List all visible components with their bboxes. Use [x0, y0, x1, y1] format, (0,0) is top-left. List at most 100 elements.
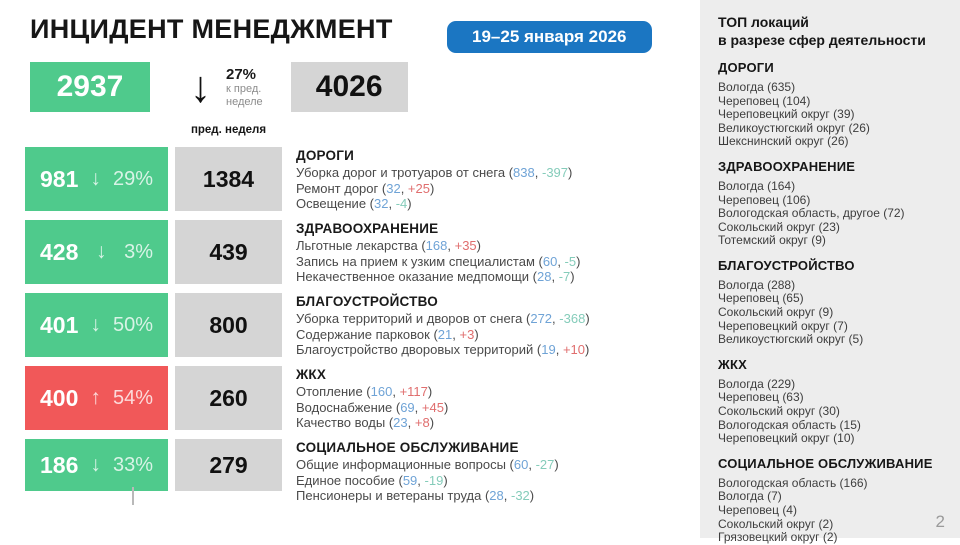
sidebar-location-item: Череповец (4): [718, 503, 797, 517]
subcategory-delta: +117: [399, 384, 428, 399]
previous-value-box: 800: [175, 293, 282, 357]
category-name: ЖКХ: [296, 367, 327, 382]
subcategory-label: Качество воды: [296, 415, 386, 431]
subcategory-value: 838: [513, 165, 535, 180]
subcategory-line: Отопление (160, +117): [296, 384, 433, 399]
previous-value-box: 1384: [175, 147, 282, 211]
sidebar-location-item: Великоустюгский округ (26): [718, 120, 870, 135]
date-range-badge: 19–25 января 2026: [447, 21, 652, 53]
category-details: ЖКХ Отопление (160, +117) Водоснабжение …: [296, 366, 705, 430]
subcategory-line: Уборка дорог и тротуаров от снега (838, …: [296, 165, 573, 180]
sidebar-section: БЛАГОУСТРОЙСТВО Вологда (288) Череповец (…: [718, 258, 942, 347]
sidebar-section-title: ЗДРАВООХРАНЕНИЕ: [718, 158, 856, 174]
subcategory-delta: +10: [562, 342, 585, 358]
sidebar-location-item: Череповецкий округ (7): [718, 318, 848, 333]
current-value: 186: [40, 451, 79, 478]
category-row: 428 ↓ 3% 439 ЗДРАВООХРАНЕНИЕ Льготные ле…: [25, 220, 705, 284]
previous-total-box: 4026: [290, 62, 408, 112]
sidebar-location-item: Вологда (164): [718, 178, 796, 193]
subcategory-value: 32: [374, 196, 389, 212]
subcategory-value: 168: [425, 238, 448, 253]
total-change-pct: 27%: [226, 65, 257, 83]
subcategory-line: Единое пособие (59, -19): [296, 472, 448, 488]
sidebar-section: СОЦИАЛЬНОЕ ОБСЛУЖИВАНИЕ Вологодская обла…: [718, 456, 942, 545]
totals-row: 2937 ↓ 27% к пред. неделе 4026: [30, 62, 408, 112]
subcategory-delta: +3: [459, 326, 475, 342]
page-number: 2: [935, 512, 945, 531]
subcategory-line: Пенсионеры и ветераны труда (28, -32): [296, 488, 535, 504]
subcategory-label: Запись на прием к узким специалистам: [296, 253, 535, 269]
subcategory-delta: -368: [559, 311, 586, 326]
subcategory-value: 60: [513, 457, 529, 472]
subcategory-line: Благоустройство дворовых территорий (19,…: [296, 342, 590, 358]
category-name: СОЦИАЛЬНОЕ ОБСЛУЖИВАНИЕ: [296, 440, 519, 455]
subcategory-line: Ремонт дорог (32, +25): [296, 180, 435, 196]
sidebar-section-title: СОЦИАЛЬНОЕ ОБСЛУЖИВАНИЕ: [718, 455, 933, 471]
sidebar-location-list: Вологда (635) Череповец (104) Череповецкий…: [718, 80, 942, 149]
caption-line-2: неделе: [226, 95, 263, 108]
subcategory-label: Содержание парковок: [296, 326, 430, 342]
subcategory-value: 28: [489, 488, 504, 504]
subcategory-label: Уборка дорог и тротуаров от снега: [296, 165, 506, 180]
subcategory-delta: +45: [421, 399, 444, 415]
change-percent: 29%: [112, 167, 153, 190]
trend-arrow-icon: ↓: [90, 167, 101, 190]
sidebar-location-item: Шекснинский округ (26): [718, 134, 849, 149]
subcategory-value: 69: [400, 399, 415, 415]
subcategory-list: Уборка дорог и тротуаров от снега (838, …: [296, 165, 705, 212]
sidebar-location-item: Сокольский округ (30): [718, 404, 840, 419]
current-total-box: 2937: [30, 62, 150, 112]
previous-value-box: 439: [175, 220, 282, 284]
subcategory-line: Водоснабжение (69, +45): [296, 399, 449, 415]
sidebar-section-title: ЖКХ: [718, 356, 747, 372]
subcategory-value: 19: [541, 342, 556, 358]
subcategory-line: Уборка территорий и дворов от снега (272…: [296, 311, 590, 326]
category-name: ДОРОГИ: [296, 148, 355, 163]
subcategory-delta: -7: [558, 269, 571, 285]
sidebar-title-line-2: в разрезе сфер деятельности: [718, 32, 926, 49]
category-row: 981 ↓ 29% 1384 ДОРОГИ Уборка дорог и тро…: [25, 147, 705, 211]
sidebar-sections: ДОРОГИ Вологда (635) Череповец (104) Череп…: [718, 60, 942, 545]
page-title: ИНЦИДЕНТ МЕНЕДЖМЕНТ: [30, 14, 393, 44]
category-row: 400 ↑ 54% 260 ЖКХ Отопление (160, +117) …: [25, 366, 705, 430]
change-percent: 3%: [124, 240, 153, 263]
subcategory-value: 160: [370, 384, 393, 399]
subcategory-delta: -32: [510, 488, 530, 504]
subcategory-label: Некачественное оказание медпомощи: [296, 269, 530, 285]
category-details: СОЦИАЛЬНОЕ ОБСЛУЖИВАНИЕ Общие информацио…: [296, 439, 705, 503]
sidebar-location-item: Череповец (65): [718, 291, 804, 306]
subcategory-delta: -5: [564, 253, 577, 269]
sidebar-section: ДОРОГИ Вологда (635) Череповец (104) Череп…: [718, 60, 942, 149]
sidebar-section: ЖКХ Вологда (229) Череповец (63) Сокольски…: [718, 357, 942, 446]
subcategory-line: Качество воды (23, +8): [296, 415, 435, 431]
subcategory-value: 23: [393, 415, 408, 431]
current-value-box: 400 ↑ 54%: [25, 366, 168, 430]
top-locations-sidebar: ТОП локаций в разрезе сфер деятельности …: [700, 0, 960, 544]
caption-line-1: к пред.: [226, 82, 262, 95]
current-value: 428: [40, 238, 79, 265]
sidebar-location-list: Вологда (288) Череповец (65) Сокольский ок…: [718, 277, 942, 347]
subcategory-label: Общие информационные вопросы: [296, 457, 506, 472]
subcategory-delta: -27: [535, 457, 555, 472]
subcategory-value: 272: [530, 311, 553, 326]
subcategory-label: Отопление: [296, 384, 363, 399]
subcategory-delta: -397: [541, 165, 569, 180]
sidebar-location-item: Вологодская область (15): [718, 417, 861, 432]
subcategory-list: Льготные лекарства (168, +35) Запись на …: [296, 238, 705, 285]
current-value-box: 428 ↓ 3%: [25, 220, 168, 284]
sidebar-title-line-1: ТОП локаций: [718, 14, 809, 30]
sidebar-location-item: Вологда (288): [718, 277, 796, 292]
subcategory-list: Отопление (160, +117) Водоснабжение (69,…: [296, 384, 705, 431]
sidebar-location-item: Череповецкий округ (39): [718, 107, 855, 122]
sidebar-location-list: Вологда (229) Череповец (63) Сокольский ок…: [718, 377, 942, 446]
category-details: БЛАГОУСТРОЙСТВО Уборка территорий и двор…: [296, 293, 705, 357]
sidebar-location-item: Тотемский округ (9): [718, 233, 826, 248]
sidebar-title: ТОП локаций в разрезе сфер деятельности: [718, 13, 942, 50]
previous-value-box: 279: [175, 439, 282, 491]
sidebar-location-item: Череповец (104): [718, 93, 811, 108]
category-row: 186 ↓ 33% 279 СОЦИАЛЬНОЕ ОБСЛУЖИВАНИЕ Об…: [25, 439, 705, 503]
prev-week-column-label: пред. неделя: [190, 124, 267, 136]
category-details: ЗДРАВООХРАНЕНИЕ Льготные лекарства (168,…: [296, 220, 705, 284]
change-percent: 33%: [112, 453, 153, 476]
